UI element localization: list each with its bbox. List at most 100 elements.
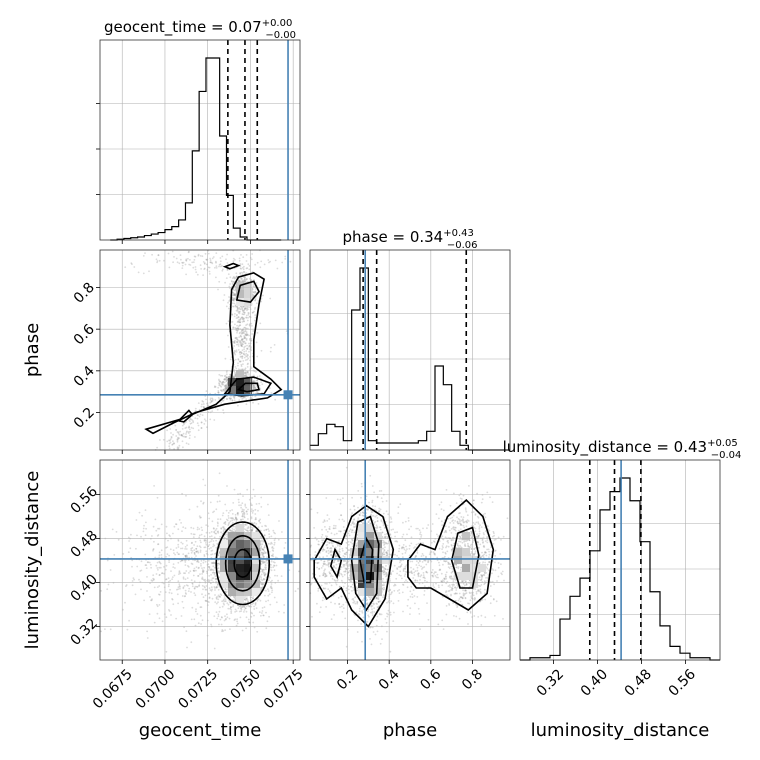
sample-point <box>200 564 202 567</box>
sample-point <box>246 599 249 602</box>
sample-point <box>228 397 231 400</box>
sample-point <box>197 567 200 570</box>
sample-point <box>131 584 134 587</box>
sample-point <box>220 594 223 597</box>
sample-point <box>175 617 178 620</box>
sample-point <box>221 374 224 377</box>
sample-point <box>226 588 228 591</box>
sample-point <box>190 547 193 550</box>
sample-point <box>261 579 264 582</box>
sample-point <box>201 567 203 569</box>
sample-point <box>100 590 103 592</box>
sample-point <box>226 387 228 390</box>
sample-point <box>243 337 246 339</box>
sample-point <box>247 316 250 319</box>
sample-point <box>231 509 234 511</box>
sample-point <box>241 349 244 352</box>
sample-point <box>111 528 114 531</box>
sample-point <box>157 254 160 257</box>
sample-point <box>222 512 225 514</box>
sample-point <box>254 306 257 309</box>
sample-point <box>184 559 187 562</box>
sample-point <box>222 526 225 528</box>
sample-point <box>214 266 216 269</box>
sample-point <box>175 435 178 437</box>
sample-point <box>238 321 241 324</box>
sample-point <box>196 273 199 276</box>
sample-point <box>204 484 207 487</box>
sample-point <box>246 488 249 491</box>
sample-point <box>235 314 238 317</box>
sample-point <box>233 399 236 402</box>
sample-point <box>177 543 180 546</box>
sample-point <box>225 384 228 387</box>
sample-point <box>215 577 218 580</box>
sample-point <box>216 584 219 586</box>
sample-point <box>218 382 220 384</box>
sample-point <box>215 586 218 589</box>
sample-point <box>166 429 169 432</box>
sample-point <box>252 384 255 387</box>
sample-point <box>244 330 246 333</box>
sample-point <box>214 566 216 569</box>
sample-point <box>242 353 245 356</box>
sample-point <box>202 478 205 481</box>
sample-point <box>236 622 239 625</box>
sample-point <box>254 308 256 310</box>
sample-point <box>233 294 236 297</box>
sample-point <box>236 340 239 343</box>
sample-point <box>260 506 263 508</box>
sample-point <box>168 439 170 442</box>
sample-point <box>185 258 188 261</box>
sample-point <box>235 367 238 370</box>
sample-point <box>217 598 220 601</box>
sample-point <box>234 373 237 376</box>
sample-point <box>237 368 240 371</box>
sample-point <box>252 381 255 383</box>
sample-point <box>220 402 223 404</box>
sample-point <box>237 316 240 319</box>
sample-point <box>252 392 255 395</box>
sample-point <box>216 408 219 411</box>
sample-point <box>225 322 228 325</box>
sample-point <box>245 372 247 375</box>
sample-point <box>181 559 183 562</box>
sample-point <box>253 384 256 386</box>
sample-point <box>156 535 159 537</box>
sample-point <box>231 297 234 300</box>
sample-point <box>198 545 201 548</box>
sample-point <box>234 608 237 611</box>
sample-point <box>272 561 275 563</box>
sample-point <box>248 344 251 347</box>
sample-point <box>172 532 174 535</box>
sample-point <box>263 546 266 549</box>
sample-point <box>220 623 223 626</box>
sample-point <box>254 316 257 319</box>
sample-point <box>177 540 180 542</box>
sample-point <box>219 618 222 621</box>
sample-point <box>229 601 231 604</box>
sample-point <box>192 574 195 577</box>
sample-point <box>241 345 244 348</box>
sample-point <box>239 321 242 324</box>
sample-point <box>247 362 249 365</box>
sample-point <box>175 523 178 526</box>
sample-point <box>240 355 243 358</box>
sample-point <box>261 383 264 386</box>
sample-point <box>243 305 246 308</box>
sample-point <box>270 535 273 538</box>
sample-point <box>158 593 160 596</box>
sample-point <box>192 266 195 269</box>
sample-point <box>195 547 198 550</box>
sample-point <box>252 384 254 387</box>
sample-point <box>223 381 226 384</box>
sample-point <box>205 543 208 546</box>
sample-point <box>224 629 227 631</box>
sample-point <box>181 434 184 437</box>
sample-point <box>237 327 240 330</box>
sample-point <box>187 426 190 429</box>
sample-point <box>270 569 273 572</box>
sample-point <box>137 271 140 274</box>
sample-point <box>193 587 196 590</box>
sample-point <box>209 257 212 260</box>
